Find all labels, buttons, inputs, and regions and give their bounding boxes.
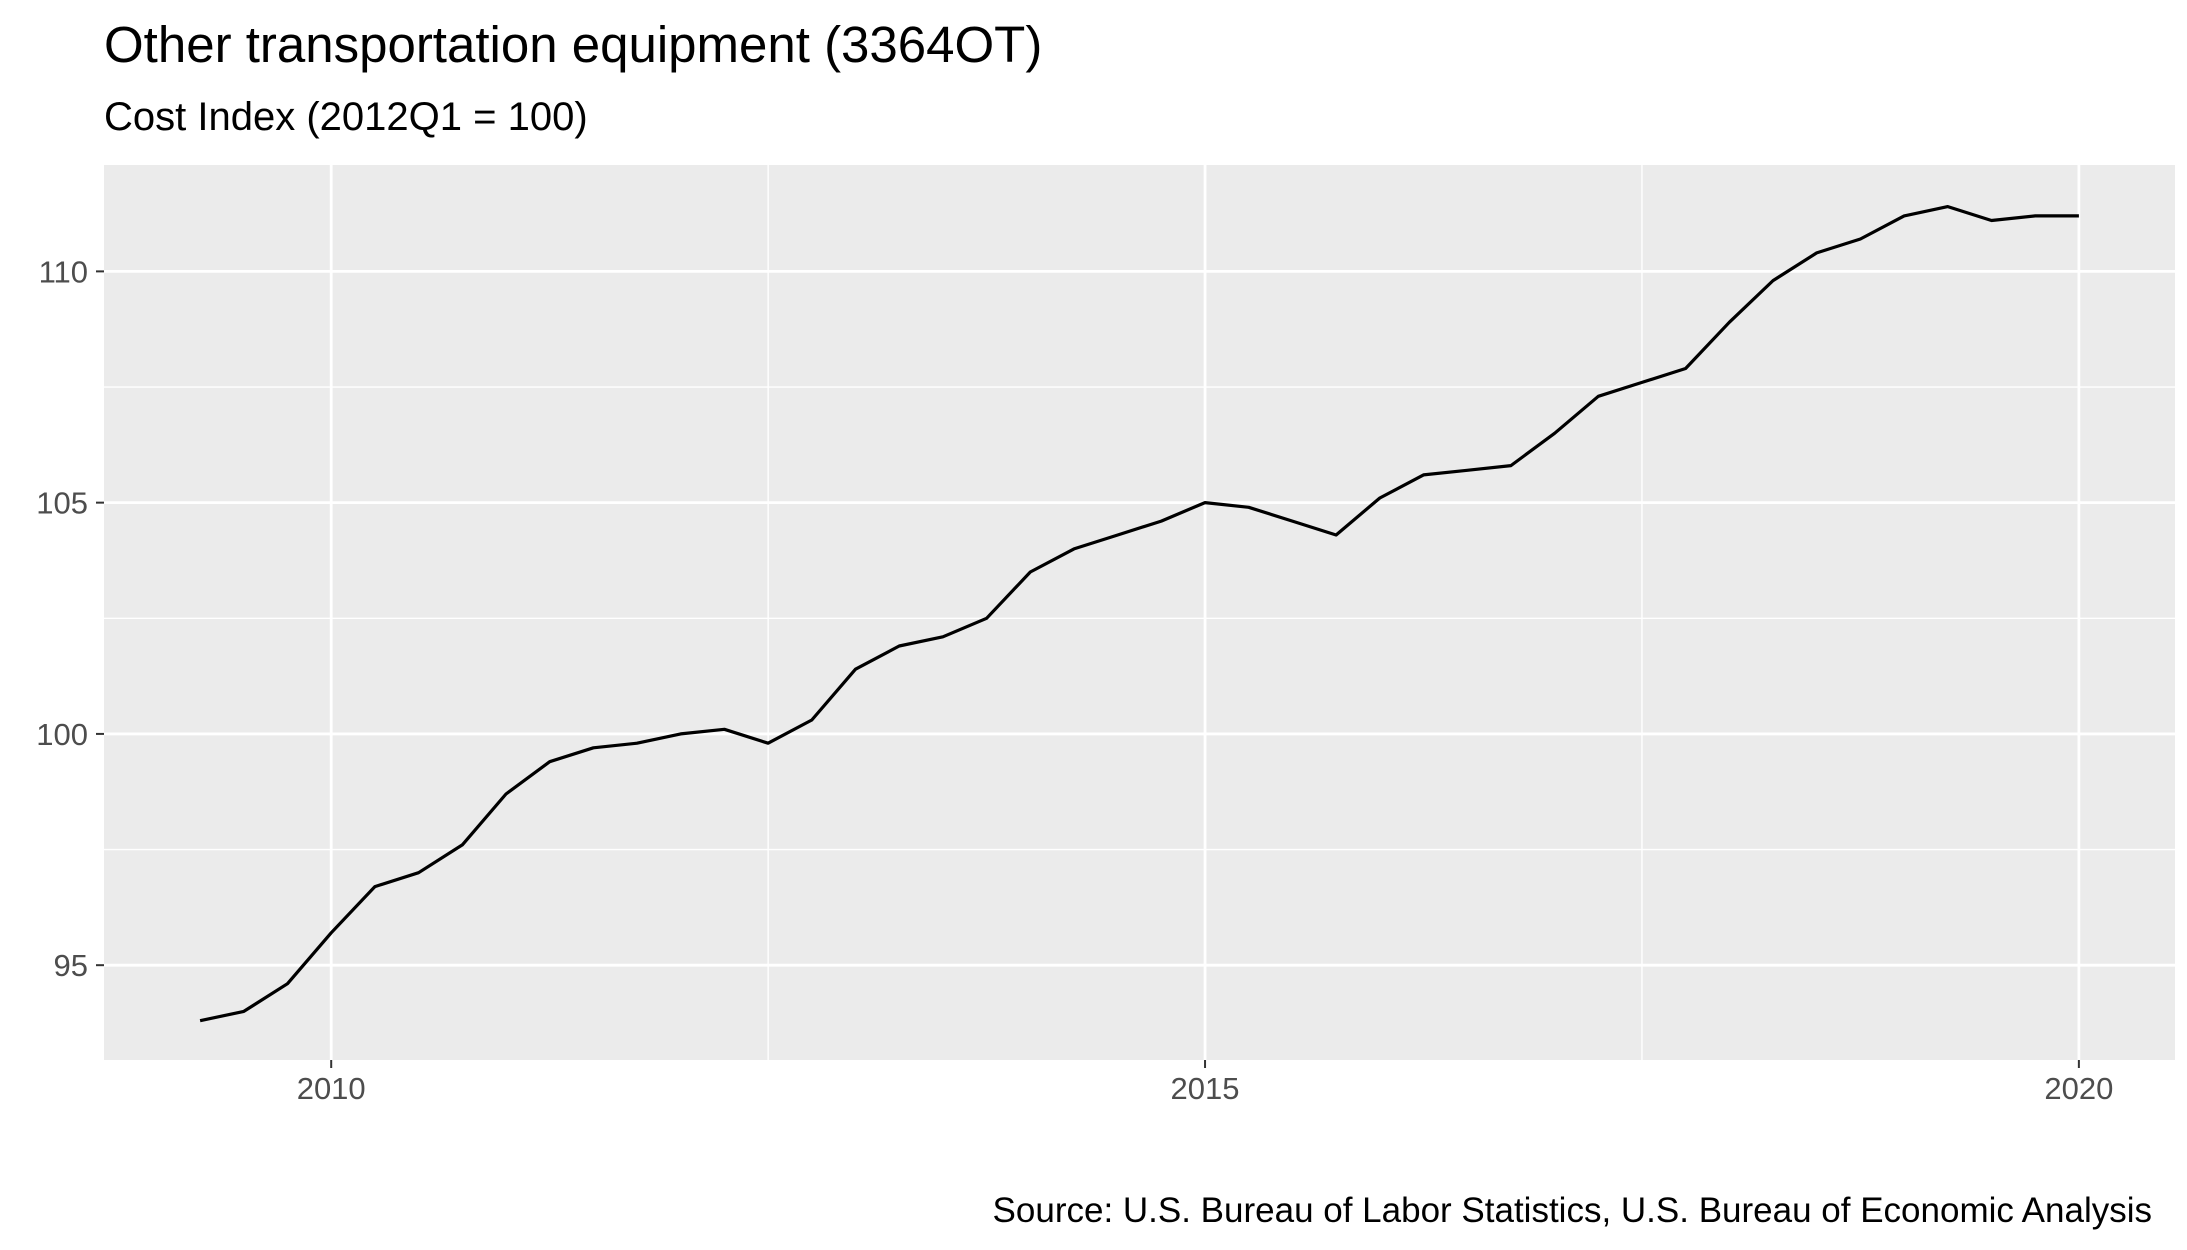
y-tick-label: 105 bbox=[36, 486, 88, 521]
series-layer bbox=[199, 205, 2079, 1023]
x-tick-label: 2020 bbox=[2044, 1071, 2113, 1106]
chart-caption: Source: U.S. Bureau of Labor Statistics,… bbox=[993, 1191, 2152, 1230]
minor-gridlines bbox=[104, 165, 2175, 1060]
y-tick-label: 110 bbox=[39, 254, 88, 289]
x-tick-label: 2015 bbox=[1171, 1071, 1240, 1106]
plot-panel bbox=[104, 165, 2175, 1060]
x-axis: 2010 2015 2020 bbox=[297, 1060, 2113, 1106]
y-tick-label: 100 bbox=[36, 717, 88, 752]
chart-title: Other transportation equipment (3364OT) bbox=[104, 16, 1042, 73]
series-line bbox=[199, 205, 2079, 1023]
x-tick-label: 2010 bbox=[297, 1071, 366, 1106]
chart-subtitle: Cost Index (2012Q1 = 100) bbox=[104, 95, 588, 139]
y-tick-label: 95 bbox=[54, 948, 88, 983]
y-axis: 95 100 105 110 bbox=[36, 254, 104, 983]
major-gridlines bbox=[104, 165, 2175, 1060]
